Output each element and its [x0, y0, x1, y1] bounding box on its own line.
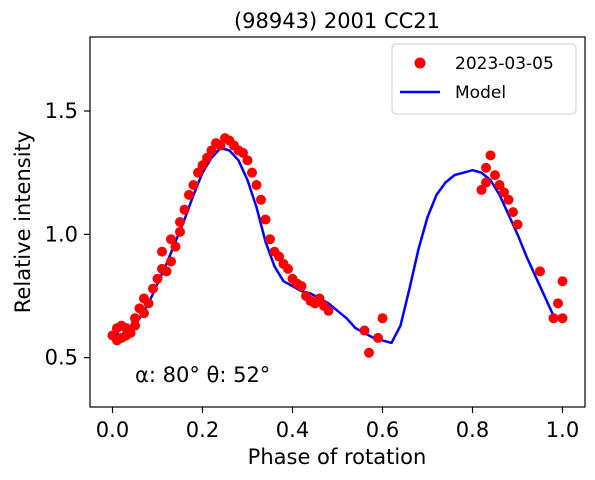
legend-label-points: 2023-03-05: [455, 54, 554, 74]
chart-title: (98943) 2001 CC21: [234, 9, 440, 33]
data-point: [548, 313, 559, 324]
y-axis-label: Relative intensity: [11, 131, 35, 313]
data-point: [130, 313, 140, 324]
data-point: [364, 347, 374, 358]
data-point: [188, 180, 199, 190]
data-point: [251, 180, 262, 190]
data-point: [323, 305, 334, 316]
x-tick-label: 0.8: [456, 418, 489, 442]
data-point: [202, 152, 212, 163]
data-point: [283, 263, 293, 274]
data-point: [175, 226, 185, 237]
x-tick-label: 0.4: [276, 418, 309, 442]
legend: 2023-03-05 Model: [391, 43, 577, 115]
data-point: [481, 177, 491, 188]
data-point: [508, 207, 518, 218]
data-point: [148, 283, 158, 294]
y-tick-label: 1.0: [45, 222, 78, 246]
data-point: [494, 180, 505, 190]
data-point: [274, 251, 284, 262]
data-point: [476, 184, 487, 195]
x-tick-label: 1.0: [546, 418, 579, 442]
data-point: [373, 332, 383, 343]
data-point: [125, 328, 136, 338]
data-point: [256, 194, 266, 205]
x-axis-label: Phase of rotation: [248, 445, 427, 469]
data-point: [206, 145, 217, 156]
data-point: [166, 256, 176, 267]
data-point: [139, 308, 149, 319]
scatter-points-layer: [107, 133, 568, 358]
data-point: [179, 204, 190, 215]
y-tick-label: 1.5: [45, 99, 78, 123]
data-point: [553, 298, 563, 309]
legend-box: [391, 43, 577, 115]
data-point: [296, 281, 307, 292]
data-point: [166, 234, 176, 245]
data-point: [359, 325, 370, 336]
data-point: [481, 162, 491, 173]
x-tick-label: 0.6: [366, 418, 399, 442]
data-point: [314, 293, 325, 304]
data-point: [512, 219, 523, 230]
data-point: [193, 167, 203, 178]
data-point: [260, 214, 271, 225]
data-point: [143, 298, 154, 309]
x-tick-label: 0.2: [186, 418, 219, 442]
data-point: [247, 167, 257, 178]
data-point: [238, 147, 248, 158]
data-point: [175, 217, 185, 227]
data-point: [499, 187, 509, 198]
data-point: [557, 313, 568, 324]
data-point: [535, 266, 545, 277]
data-point: [184, 189, 194, 200]
data-point: [197, 160, 208, 171]
data-point: [557, 276, 568, 287]
data-point: [503, 194, 514, 205]
legend-marker-points: [414, 57, 426, 69]
data-point: [130, 320, 140, 331]
y-tick-label: 0.5: [45, 346, 78, 370]
data-point: [170, 241, 181, 252]
legend-label-model: Model: [455, 83, 506, 103]
x-tick-label: 0.0: [96, 418, 129, 442]
data-point: [152, 273, 163, 284]
axes-ticks: 0.0 0.2 0.4 0.6 0.8 1.0 0.5 1.0 1.5: [45, 99, 580, 442]
data-point: [265, 234, 275, 245]
data-point: [490, 170, 500, 181]
data-point: [242, 155, 253, 166]
data-point: [377, 313, 388, 324]
data-point: [485, 150, 496, 161]
data-point: [161, 266, 172, 277]
data-point: [157, 246, 167, 257]
data-point: [215, 140, 226, 151]
angle-annotation: α: 80° θ: 52°: [135, 363, 270, 387]
